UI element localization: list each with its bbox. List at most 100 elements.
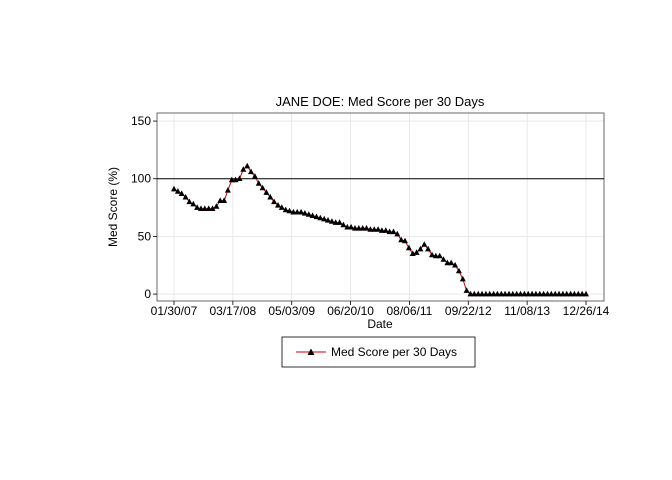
data-point-marker (467, 290, 474, 297)
data-point-marker (305, 211, 312, 217)
data-point-marker (186, 198, 193, 205)
x-tick-label: 03/17/08 (209, 304, 256, 318)
data-point-marker (236, 175, 243, 181)
data-point-marker (455, 267, 462, 274)
data-point-marker (394, 230, 401, 237)
plot-border (156, 112, 605, 302)
data-point-marker (240, 166, 247, 172)
data-point-marker (340, 221, 347, 228)
data-point-marker (282, 206, 289, 213)
data-point-marker (348, 223, 355, 230)
data-point-marker (355, 225, 362, 231)
data-point-marker (436, 252, 443, 259)
data-point-marker (556, 290, 562, 297)
legend-label: Med Score per 30 Days (331, 345, 457, 359)
data-point-marker (294, 208, 301, 215)
data-point-marker (290, 208, 297, 215)
data-point-marker (194, 204, 201, 210)
data-point-marker (321, 215, 328, 222)
data-point-marker (352, 225, 358, 231)
data-point-marker (271, 198, 278, 205)
legend: Med Score per 30 Days (281, 336, 476, 368)
data-point-marker (471, 290, 478, 297)
data-point-marker (429, 251, 435, 258)
data-point-marker (482, 290, 489, 297)
x-tick-label: 06/20/10 (327, 304, 374, 318)
data-point-marker (536, 290, 543, 297)
data-point-marker (275, 202, 281, 208)
data-point-marker (502, 290, 509, 297)
data-point-marker (571, 290, 578, 297)
x-tick-label: 01/30/07 (151, 304, 198, 318)
data-point-marker (251, 173, 258, 179)
data-point-marker (506, 290, 512, 297)
data-point-marker (475, 290, 482, 297)
grid-lines (157, 113, 604, 301)
data-point-marker (552, 290, 559, 297)
data-point-marker (463, 287, 470, 293)
data-point-marker (198, 205, 204, 211)
data-point-marker (278, 204, 285, 210)
data-point-marker (498, 290, 505, 297)
data-point-marker (359, 225, 366, 231)
x-tick-label: 08/06/11 (387, 304, 433, 318)
data-point-marker (378, 227, 385, 233)
data-point-marker (255, 180, 262, 186)
data-point-marker (448, 259, 455, 266)
data-point-marker (217, 197, 224, 203)
x-tick-label: 11/08/13 (504, 304, 550, 318)
x-tick-label: 05/03/09 (268, 304, 315, 318)
y-tick-label: 0 (144, 287, 151, 301)
data-point-marker (390, 228, 397, 235)
data-point-marker (517, 290, 524, 297)
x-tick-label: 12/26/14 (563, 304, 610, 318)
data-point-marker (209, 205, 216, 211)
data-point-marker (244, 162, 251, 169)
data-point-marker (201, 205, 208, 211)
data-point-marker (486, 290, 493, 297)
data-point-marker (263, 189, 270, 195)
data-point-marker (575, 290, 582, 297)
data-point-marker (371, 226, 378, 232)
data-point-marker (479, 290, 485, 297)
legend-marker-icon (307, 348, 315, 355)
data-point-marker (440, 256, 447, 262)
data-point-marker (174, 188, 181, 194)
data-point-marker (228, 176, 235, 183)
data-point-marker (509, 290, 516, 297)
y-tick-label: 150 (131, 114, 151, 128)
data-point-marker (363, 225, 370, 231)
data-point-marker (532, 290, 539, 297)
data-point-marker (182, 193, 189, 200)
data-point-marker (317, 214, 324, 221)
data-point-marker (332, 219, 339, 225)
data-point-marker (413, 249, 420, 255)
chart-title: JANE DOE: Med Score per 30 Days (276, 94, 485, 109)
data-point-marker (425, 245, 432, 252)
data-point-marker (559, 290, 566, 297)
data-point-marker (309, 212, 316, 218)
data-point-marker (224, 187, 231, 193)
data-point-marker (301, 210, 308, 216)
data-point-marker (525, 290, 532, 297)
data-point-marker (567, 290, 574, 297)
data-point-marker (563, 290, 570, 297)
x-axis: 01/30/07 03/17/08 05/03/09 06/20/10 08/06/11… (151, 301, 610, 318)
data-point-marker (494, 290, 501, 297)
data-point-marker (248, 168, 254, 175)
data-point-marker (452, 261, 459, 268)
data-point-marker (298, 208, 305, 215)
data-point-marker (313, 213, 320, 220)
data-point-marker (375, 226, 382, 232)
data-point-marker (171, 185, 177, 192)
data-point-marker (267, 193, 274, 200)
data-point-marker (367, 226, 374, 232)
data-point-marker (259, 184, 266, 191)
data-point-marker (490, 290, 497, 297)
data-point-marker (336, 219, 343, 225)
data-point-marker (205, 205, 212, 211)
data-point-marker (548, 290, 555, 297)
data-point-marker (513, 290, 520, 297)
data-point-marker (325, 217, 331, 223)
